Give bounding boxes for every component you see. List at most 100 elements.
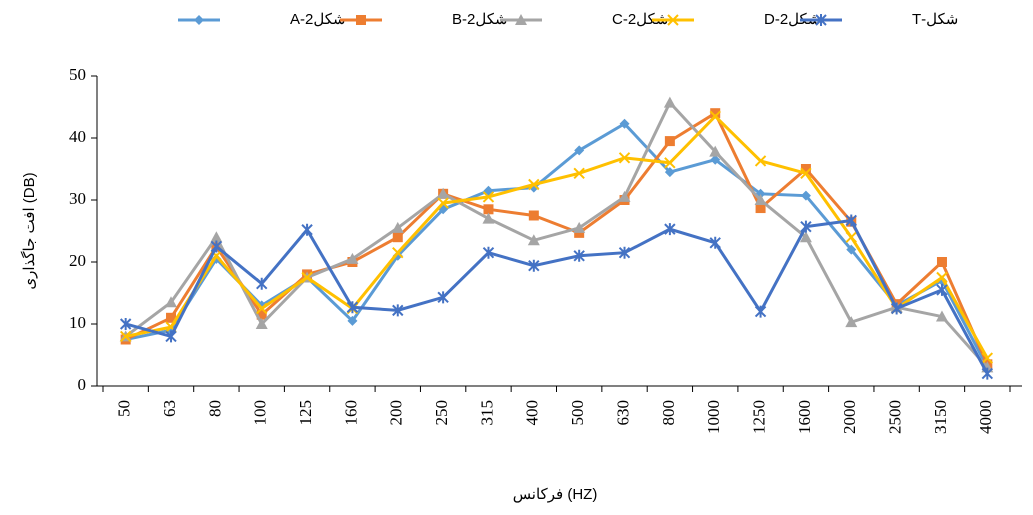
series-line	[125, 218, 989, 375]
legend-label: شکلD-2	[764, 11, 820, 28]
x-tick-label: 1000	[704, 400, 723, 434]
marker	[664, 157, 676, 169]
y-tick-label: 50	[69, 65, 86, 84]
marker	[710, 154, 721, 165]
marker	[981, 352, 994, 364]
marker	[800, 220, 812, 233]
x-tick-label: 80	[205, 400, 224, 417]
marker	[437, 187, 450, 199]
marker	[392, 232, 403, 243]
x-tick-label: 50	[115, 400, 134, 417]
legend-marker	[194, 15, 204, 25]
y-tick-label: 30	[69, 189, 86, 208]
marker	[165, 296, 178, 308]
marker	[618, 246, 631, 259]
marker	[800, 167, 812, 180]
marker	[845, 316, 858, 328]
marker	[981, 367, 994, 380]
y-tick-label: 0	[78, 375, 87, 394]
x-tick-label: 250	[432, 400, 451, 426]
x-tick-label: 630	[613, 400, 632, 426]
series-line	[125, 114, 989, 359]
marker	[709, 236, 721, 249]
x-tick-label: 100	[251, 400, 270, 426]
marker	[301, 271, 313, 284]
x-tick-label: 160	[341, 400, 360, 426]
marker	[528, 259, 540, 272]
x-tick-label: 125	[296, 400, 315, 426]
marker	[845, 231, 857, 243]
legend-marker	[667, 14, 679, 26]
marker	[618, 152, 631, 164]
x-axis-label: فرکانس (HZ)	[513, 486, 598, 503]
marker	[346, 252, 359, 264]
x-tick-label: 1250	[749, 400, 768, 434]
marker	[119, 330, 132, 343]
marker	[845, 214, 857, 227]
marker	[437, 291, 449, 304]
marker	[483, 204, 494, 215]
marker	[256, 302, 268, 315]
marker	[664, 167, 675, 178]
marker	[663, 96, 676, 108]
x-tick-label: 800	[659, 400, 678, 426]
marker	[392, 246, 404, 259]
marker	[392, 304, 404, 317]
marker	[574, 145, 585, 156]
legend-label: شکلB-2	[452, 11, 508, 28]
marker	[482, 191, 495, 203]
marker	[256, 277, 268, 290]
x-tick-label: 500	[568, 400, 587, 426]
x-tick-label: 3150	[931, 400, 950, 434]
marker	[936, 271, 948, 284]
marker	[935, 310, 948, 322]
marker	[347, 315, 358, 326]
x-tick-label: 315	[477, 400, 496, 426]
marker	[437, 197, 449, 209]
marker	[119, 318, 132, 330]
x-tick-label: 1600	[795, 400, 814, 434]
y-tick-label: 40	[69, 127, 86, 146]
marker	[800, 190, 811, 201]
legend-marker	[515, 14, 527, 25]
marker	[846, 244, 857, 255]
series	[120, 118, 993, 373]
marker	[755, 203, 766, 214]
x-tick-label: 63	[160, 400, 179, 417]
marker	[936, 283, 948, 296]
marker	[618, 190, 631, 202]
marker	[664, 136, 675, 147]
marker	[528, 178, 540, 191]
marker	[709, 110, 721, 123]
marker	[165, 330, 177, 343]
legend-label: شکل-T	[912, 11, 958, 28]
marker	[936, 257, 947, 267]
marker	[482, 246, 495, 259]
x-tick-label: 2000	[840, 400, 859, 434]
marker	[664, 223, 676, 236]
marker	[301, 223, 313, 236]
marker	[346, 301, 359, 314]
marker	[573, 249, 585, 262]
marker	[754, 194, 767, 205]
legend-label: شکلC-2	[612, 11, 668, 28]
y-tick-label: 10	[69, 313, 86, 332]
marker	[255, 318, 268, 329]
legend-marker	[815, 14, 827, 26]
marker	[754, 155, 767, 167]
marker	[391, 221, 404, 233]
legend-marker	[356, 15, 366, 25]
marker	[619, 118, 630, 129]
marker	[573, 221, 586, 233]
marker	[890, 302, 903, 315]
x-tick-label: 400	[523, 400, 542, 426]
marker	[166, 312, 177, 323]
y-axis-label: افت جاگذاری (DB)	[20, 172, 38, 289]
marker	[210, 240, 223, 253]
marker	[256, 309, 267, 320]
marker	[754, 305, 767, 318]
marker	[210, 231, 223, 243]
series	[119, 96, 994, 373]
series	[119, 214, 994, 380]
